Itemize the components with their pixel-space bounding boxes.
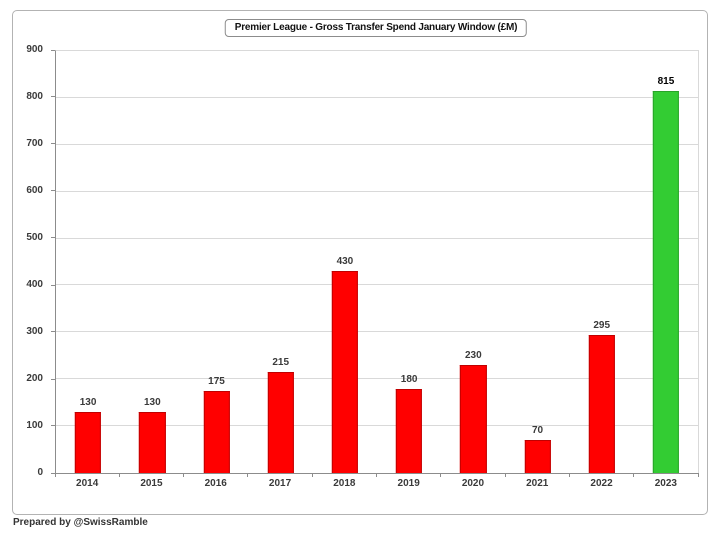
x-axis-tick [633, 473, 635, 477]
bar-value-label: 430 [336, 256, 354, 268]
bar-2015 [139, 412, 166, 473]
gridline [56, 96, 698, 98]
y-axis-tick [51, 472, 55, 474]
y-axis: 0 100 200 300 400 500 600 700 800 900 [0, 45, 55, 478]
gridline [56, 284, 698, 286]
bar-value-label: 295 [593, 319, 611, 331]
x-axis-tick [311, 473, 313, 477]
x-axis-label: 2021 [526, 478, 549, 489]
x-axis-tick [118, 473, 120, 477]
bar-2014 [74, 412, 102, 473]
footer-credit: Prepared by @SwissRamble [13, 517, 148, 528]
x-axis-label: 2017 [268, 478, 292, 489]
bar-group-2017: 215 [249, 51, 313, 473]
x-axis-tick [54, 473, 56, 477]
y-axis-label: 800 [26, 91, 43, 102]
y-axis-tick [51, 96, 55, 98]
y-axis-label: 100 [26, 420, 43, 431]
gridline [56, 237, 698, 239]
y-axis-label: 300 [26, 325, 43, 337]
x-axis-tick [504, 473, 506, 477]
y-axis-tick [51, 49, 55, 51]
bar-value-label: 215 [272, 357, 290, 369]
bar-group-2018: 430 [313, 51, 377, 473]
x-axis-label: 2019 [397, 478, 420, 489]
bar-2016 [203, 390, 230, 473]
gridline [56, 425, 698, 427]
x-axis-label: 2022 [590, 478, 613, 489]
chart-title: Premier League - Gross Transfer Spend Ja… [224, 19, 528, 37]
x-axis-tick [568, 473, 570, 477]
x-axis-label: 2014 [76, 478, 99, 489]
x-axis-tick [376, 473, 377, 477]
bar-2021 [524, 440, 551, 473]
y-axis-tick [51, 378, 55, 380]
gridline [56, 331, 698, 333]
bar-value-label: 175 [208, 375, 225, 387]
bar-group-2022: 295 [570, 51, 634, 473]
x-axis-tick [440, 473, 442, 477]
gridline [56, 190, 698, 192]
bar-group-2023: 815 [634, 51, 698, 473]
x-axis: 2014 2015 2016 2017 2018 2019 2020 2021 2022 2023 [54, 473, 699, 495]
bar-2019 [395, 388, 423, 473]
bar-value-label: 130 [79, 397, 97, 409]
bar-2022 [588, 334, 615, 473]
y-axis-tick [51, 237, 55, 239]
bar-group-2016: 175 [184, 51, 248, 473]
x-axis-tick [183, 473, 185, 477]
bar-value-label: 130 [143, 397, 161, 409]
y-axis-tick [51, 143, 55, 145]
bar-2017 [267, 372, 294, 473]
x-axis-label: 2018 [333, 478, 356, 489]
y-axis-tick [51, 331, 55, 333]
y-axis-tick [51, 190, 55, 192]
bar-group-2020: 230 [441, 51, 505, 473]
y-axis-label: 0 [37, 467, 43, 478]
bar-group-2014: 130 [56, 51, 120, 473]
bar-value-label: 230 [464, 350, 482, 362]
bar-value-label: 70 [531, 425, 544, 437]
y-axis-label: 700 [26, 138, 43, 149]
bar-group-2019: 180 [377, 51, 441, 473]
y-axis-label: 900 [26, 44, 43, 55]
gridline [56, 378, 698, 380]
y-axis-label: 500 [26, 232, 43, 243]
bar-group-2021: 70 [505, 51, 569, 473]
bar-2020 [460, 365, 487, 473]
x-axis-label: 2015 [140, 478, 163, 489]
x-axis-label: 2023 [654, 478, 677, 489]
y-axis-label: 200 [26, 373, 43, 384]
x-axis-tick [247, 473, 249, 477]
plot-area: 130 130 175 215 430 180 230 70 295 815 [55, 50, 699, 474]
x-axis-label: 2016 [204, 478, 227, 489]
x-axis-label: 2020 [461, 478, 485, 489]
y-axis-label: 400 [26, 279, 43, 290]
bar-group-2015: 130 [120, 51, 184, 473]
bar-value-label: 815 [657, 75, 675, 87]
bar-value-label: 180 [400, 373, 418, 385]
bar-2023 [652, 90, 680, 473]
x-axis-tick [697, 473, 699, 477]
y-axis-tick [51, 425, 55, 427]
y-axis-tick [51, 284, 55, 286]
gridline [56, 143, 698, 145]
bar-2018 [331, 271, 359, 473]
y-axis-label: 600 [26, 184, 43, 196]
